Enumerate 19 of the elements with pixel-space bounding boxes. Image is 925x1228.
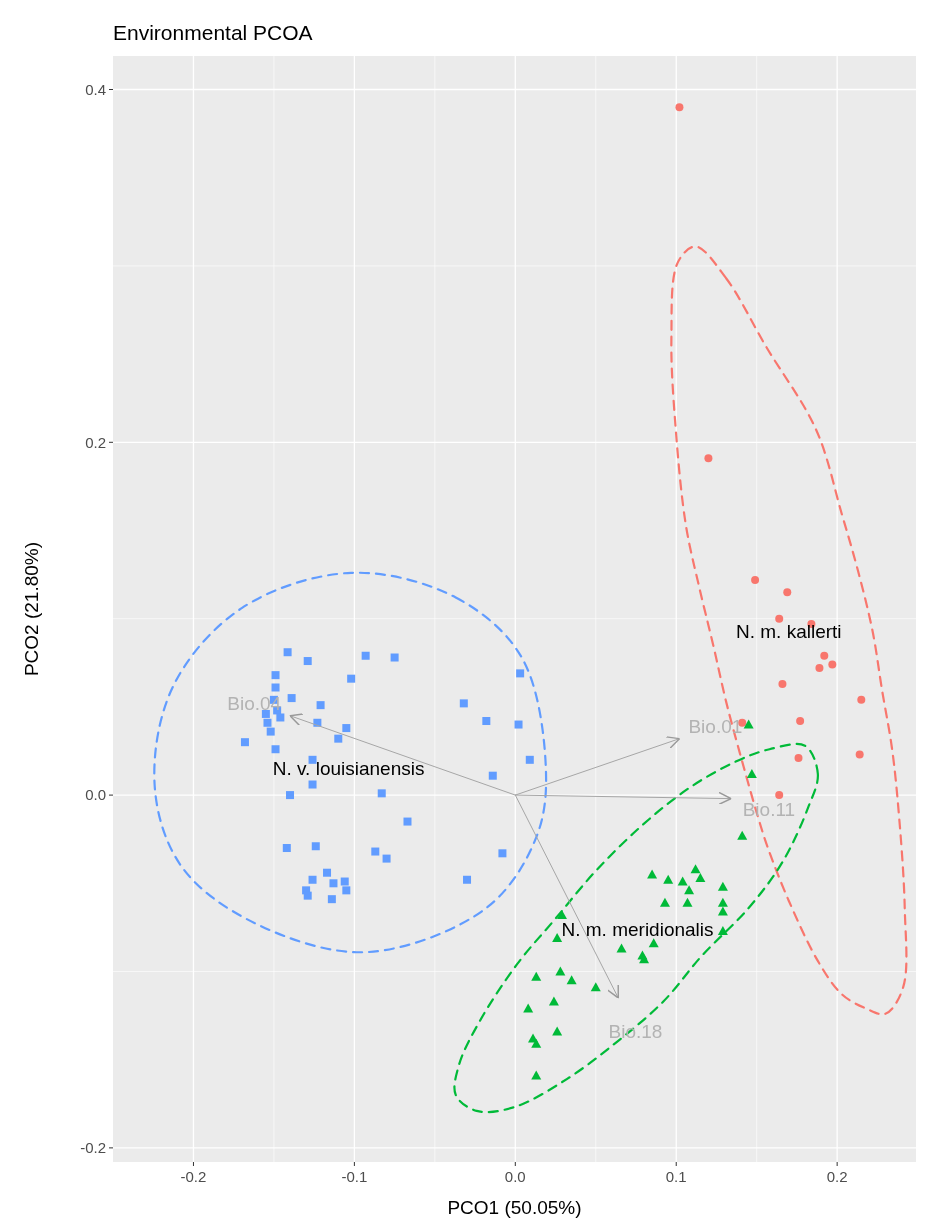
series-label: N. m. kallerti <box>735 621 842 643</box>
x-axis-title: PCO1 (50.05%) <box>447 1197 582 1218</box>
y-axis-title: PCO2 (21.80%) <box>21 541 42 677</box>
series-label: N. m. meridionalis <box>561 919 714 941</box>
x-tick-label: -0.2 <box>180 1168 207 1185</box>
y-tick-label: 0.0 <box>85 786 106 804</box>
x-tick-label: -0.1 <box>341 1168 368 1185</box>
y-tick-label: 0.4 <box>85 80 106 98</box>
x-tick-label: 0.0 <box>504 1168 526 1185</box>
series-label: N. v. louisianensis <box>272 758 425 780</box>
y-tick-label: -0.2 <box>80 1139 106 1157</box>
chart-title: Environmental PCOA <box>113 21 313 44</box>
x-tick-label: 0.2 <box>826 1168 848 1185</box>
series-label: Bio.04 <box>227 692 282 714</box>
series-label: Bio.18 <box>608 1021 663 1043</box>
x-tick-label: 0.1 <box>665 1168 687 1185</box>
y-tick-label: 0.2 <box>85 433 106 451</box>
series-label: Bio.11 <box>742 798 796 820</box>
series-label: Bio.01 <box>688 715 743 737</box>
